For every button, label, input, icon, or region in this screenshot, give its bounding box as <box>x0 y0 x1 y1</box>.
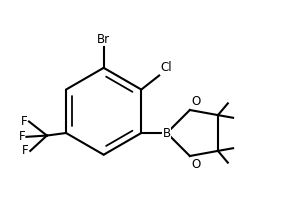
Text: O: O <box>191 158 201 171</box>
Text: Cl: Cl <box>160 61 172 75</box>
Text: B: B <box>163 126 171 139</box>
Text: Br: Br <box>97 33 110 46</box>
Text: F: F <box>22 144 29 157</box>
Text: O: O <box>191 95 201 108</box>
Text: F: F <box>18 130 25 143</box>
Text: F: F <box>21 115 28 128</box>
